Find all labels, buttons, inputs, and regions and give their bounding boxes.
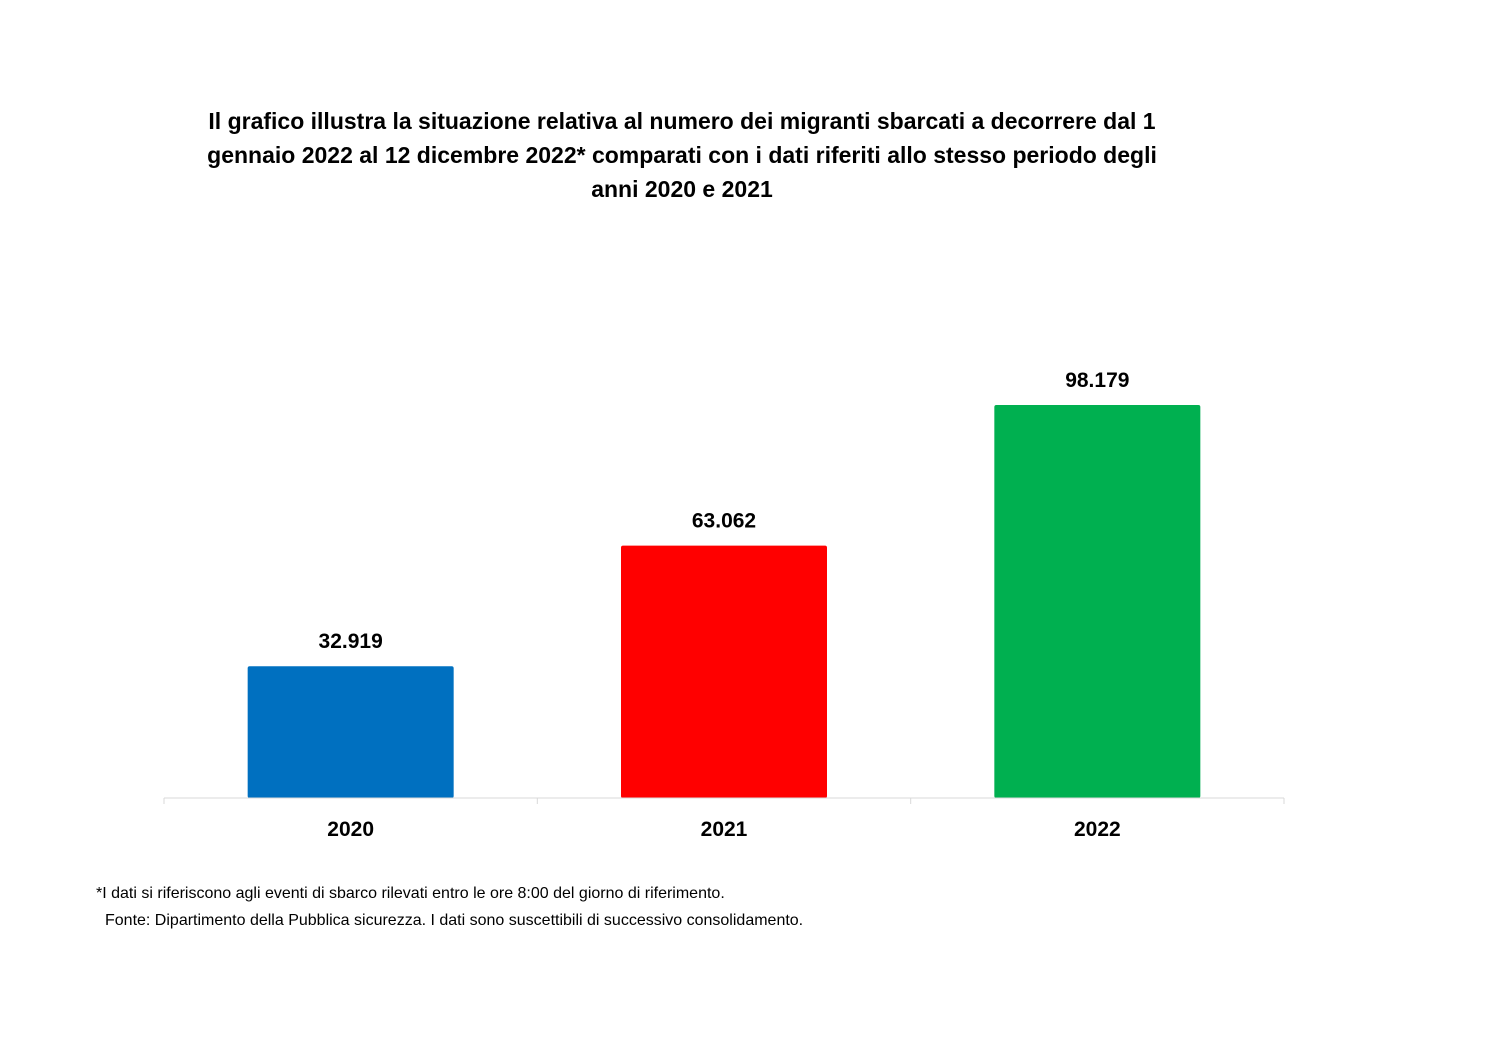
labels-group: 32.919 2020 63.062 2021 98.179 2022 [319,369,1130,841]
tick-label-2022: 2022 [1074,818,1121,841]
bar-2021 [621,545,827,798]
data-label-2021: 63.062 [692,510,756,533]
data-label-2020: 32.919 [319,630,383,653]
x-axis [163,797,1285,804]
tick-label-2020: 2020 [327,818,374,841]
bar-2020 [247,666,454,798]
chart-title-line-3: anni 2020 e 2021 [591,176,773,202]
chart-title-line-2: gennaio 2022 al 12 dicembre 2022* compar… [207,142,1157,168]
chart-title-line-1: Il grafico illustra la situazione relati… [208,108,1156,134]
footnotes: *I dati si riferiscono agli eventi di sb… [96,880,803,934]
tick-label-2021: 2021 [701,818,748,841]
footnote-source: Fonte: Dipartimento della Pubblica sicur… [105,912,804,929]
bar-2022 [994,405,1201,798]
data-label-2022: 98.179 [1065,369,1129,392]
chart-title: Il grafico illustra la situazione relati… [170,104,1194,206]
footnote-note: *I dati si riferiscono agli eventi di sb… [96,885,725,902]
bars-group [247,405,1201,798]
